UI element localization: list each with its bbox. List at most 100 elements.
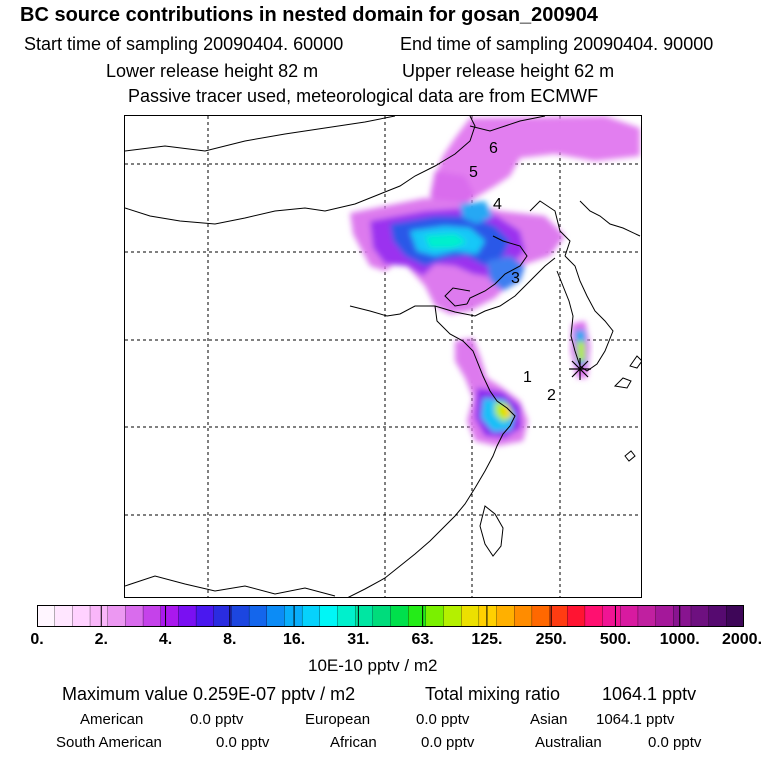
plume-layer (425, 234, 467, 248)
region-south-american-value: 0.0 pptv (216, 734, 270, 751)
plume-label-1: 1 (523, 369, 532, 386)
colorbar-cell (637, 605, 657, 627)
end-time: End time of sampling 20090404. 90000 (400, 34, 714, 54)
colorbar-cell (72, 605, 91, 627)
plume-north (350, 116, 640, 314)
region-european-value: 0.0 pptv (416, 711, 470, 728)
map-panel: 1 2 3 4 5 6 (124, 115, 642, 598)
receptor-marker (569, 358, 591, 380)
colorbar-cell (142, 605, 162, 627)
total-mixing-value: 1064.1 pptv (602, 684, 697, 704)
plume-layer (435, 116, 640, 201)
colorbar-tick-label: 8. (223, 631, 237, 648)
tracer-note: Passive tracer used, meteorological data… (128, 86, 599, 106)
max-value: Maximum value 0.259E-07 pptv / m2 (62, 684, 356, 704)
colorbar-tick-label: 2000. (721, 631, 763, 648)
total-mixing-label: Total mixing ratio (425, 684, 561, 704)
colorbar-cell (89, 605, 109, 627)
colorbar-cell (319, 605, 339, 627)
map-svg: 1 2 3 4 5 6 (125, 116, 641, 597)
colorbar-tick-label: 250. (535, 631, 567, 648)
border-line (349, 305, 435, 317)
region-african-value: 0.0 pptv (421, 734, 475, 751)
colorbar-cell (107, 605, 127, 627)
coastline-bohai (466, 235, 528, 305)
plume-south (455, 338, 528, 446)
colorbar-ticks: 0. 2. 4. 8. 16. 31. 63. 125. 250. 500. 1000. 2000. (0, 631, 768, 653)
border-line (125, 116, 396, 152)
colorbar-cell (160, 605, 180, 627)
coastline-yellow-sea-n (434, 257, 556, 317)
colorbar-cell (567, 605, 586, 627)
plume-label-3: 3 (511, 270, 520, 287)
lower-release-height: Lower release height 82 m (106, 61, 319, 81)
colorbar-cell (673, 605, 692, 627)
region-american-name: American (80, 711, 144, 728)
colorbar-cell (602, 605, 622, 627)
island (629, 355, 641, 369)
colorbar-tick-label: 1000. (659, 631, 700, 648)
colorbar-units: 10E-10 pptv / m2 (308, 656, 438, 675)
coastline-shandong (444, 287, 471, 307)
border-line (469, 116, 546, 132)
colorbar (37, 605, 744, 627)
colorbar-cell (372, 605, 392, 627)
colorbar-cell (496, 605, 515, 627)
colorbar-cell (178, 605, 197, 627)
colorbar-cell (478, 605, 498, 627)
colorbar-cell (195, 605, 215, 627)
colorbar-cell (531, 605, 551, 627)
coastline-korea (556, 255, 614, 372)
release-heights: Lower release height 82 m Upper release … (106, 61, 614, 82)
colorbar-tick-label: 500. (599, 631, 632, 648)
start-time: Start time of sampling 20090404. 60000 (24, 34, 344, 54)
region-african-name: African (330, 734, 377, 751)
upper-release-height: Upper release height 62 m (402, 61, 615, 81)
region-american-value: 0.0 pptv (190, 711, 244, 728)
colorbar-cell (54, 605, 74, 627)
plume-layer (577, 341, 585, 361)
colorbar-cell (620, 605, 639, 627)
colorbar-cell (231, 605, 250, 627)
border-line (125, 116, 476, 225)
border-line (529, 200, 571, 257)
colorbar-cell (248, 605, 268, 627)
colorbar-cell (266, 605, 286, 627)
plume-label-2: 2 (547, 387, 556, 404)
colorbar-tick-label: 4. (158, 631, 173, 648)
region-australian-value: 0.0 pptv (648, 734, 702, 751)
region-south-american-name: South American (56, 734, 162, 751)
colorbar-tick-label: 2. (94, 631, 108, 648)
coastline-russia (579, 200, 641, 237)
colorbar-tick-label: 16. (282, 631, 306, 648)
region-asian-value: 1064.1 pptv (596, 711, 675, 728)
colorbar-tick-label: 0. (30, 631, 44, 648)
colorbar-cell (461, 605, 480, 627)
island (613, 377, 632, 389)
colorbar-cell (443, 605, 462, 627)
colorbar-cell (125, 605, 144, 627)
receptor-line (571, 360, 589, 378)
colorbar-cell (408, 605, 427, 627)
plume-label-5: 5 (469, 164, 478, 181)
region-european-name: European (305, 711, 371, 728)
plume-label-6: 6 (489, 140, 498, 157)
colorbar-cell (549, 605, 569, 627)
colorbar-cell (655, 605, 675, 627)
chart-title: BC source contributions in nested domain… (20, 4, 598, 26)
colorbar-tick-label: 125. (471, 631, 503, 648)
colorbar-cell (213, 605, 233, 627)
plume-layer (460, 201, 493, 224)
colorbar-cell (425, 605, 445, 627)
coastline-china-east (347, 305, 516, 597)
colorbar-cell (690, 605, 710, 627)
colorbar-tick-label: 63. (411, 631, 434, 648)
island (624, 450, 636, 462)
colorbar-cell (514, 605, 533, 627)
region-australian-name: Australian (535, 734, 602, 751)
region-asian-name: Asian (530, 711, 568, 728)
grid-lines (125, 116, 641, 597)
border-line (125, 575, 336, 597)
colorbar-tick-label: 31. (347, 631, 370, 648)
colorbar-cell (726, 605, 744, 627)
